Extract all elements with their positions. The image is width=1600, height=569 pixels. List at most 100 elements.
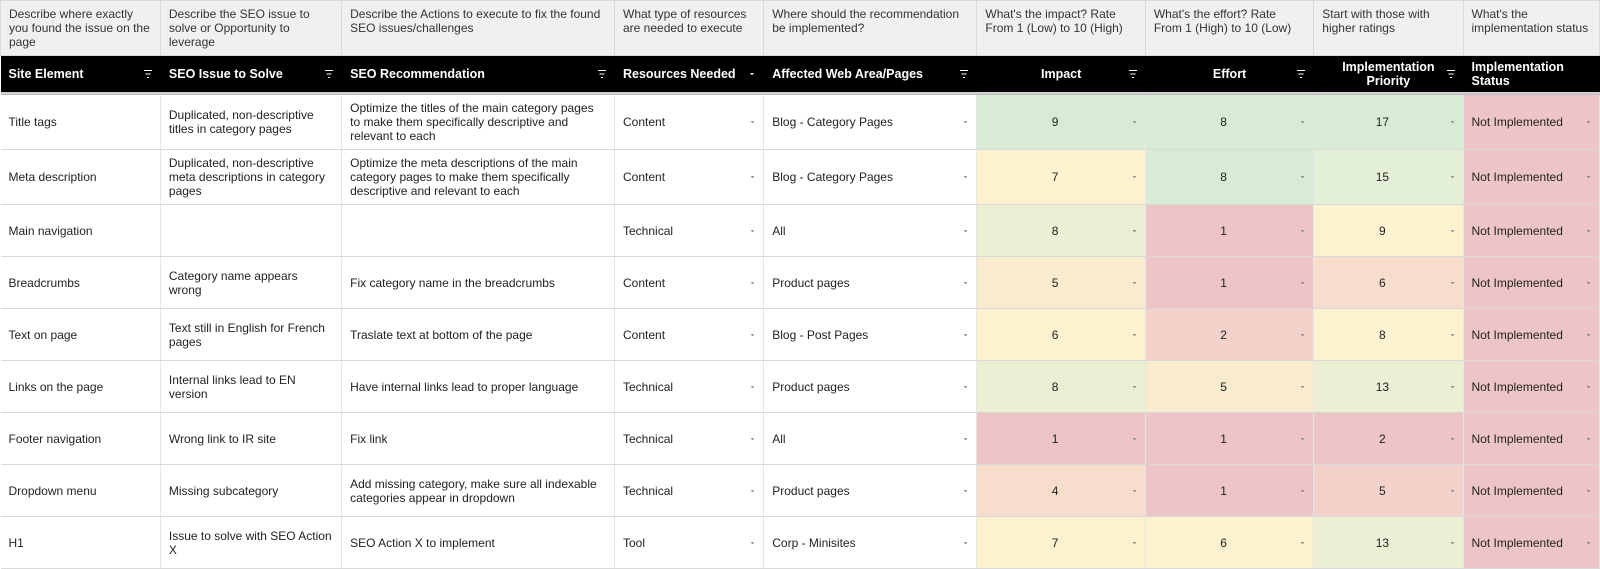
chevron-down-icon[interactable] <box>1584 434 1593 443</box>
chevron-down-icon[interactable] <box>1448 173 1457 182</box>
chevron-down-icon[interactable] <box>1298 382 1307 391</box>
chevron-down-icon[interactable] <box>1448 382 1457 391</box>
cell-impact[interactable]: 1 <box>977 413 1145 465</box>
cell-priority[interactable]: 13 <box>1314 361 1463 413</box>
column-header[interactable]: Resources Needed <box>615 56 764 92</box>
cell-issue[interactable]: Category name appears wrong <box>160 257 341 309</box>
cell-impact[interactable]: 4 <box>977 465 1145 517</box>
cell-area[interactable]: Blog - Post Pages <box>764 309 977 361</box>
cell-site_element[interactable]: Main navigation <box>1 205 161 257</box>
cell-recommendation[interactable]: Optimize the meta descriptions of the ma… <box>342 150 615 205</box>
cell-issue[interactable]: Internal links lead to EN version <box>160 361 341 413</box>
cell-status[interactable]: Not Implemented <box>1463 413 1600 465</box>
cell-site_element[interactable]: Text on page <box>1 309 161 361</box>
cell-site_element[interactable]: Title tags <box>1 95 161 150</box>
cell-issue[interactable]: Missing subcategory <box>160 465 341 517</box>
chevron-down-icon[interactable] <box>961 226 970 235</box>
cell-site_element[interactable]: H1 <box>1 517 161 569</box>
column-header[interactable]: SEO Issue to Solve <box>160 56 341 92</box>
cell-recommendation[interactable]: SEO Action X to implement <box>342 517 615 569</box>
filter-icon[interactable] <box>596 68 608 80</box>
chevron-down-icon[interactable] <box>1298 538 1307 547</box>
cell-resources[interactable]: Content <box>615 257 764 309</box>
cell-priority[interactable]: 2 <box>1314 413 1463 465</box>
cell-area[interactable]: All <box>764 205 977 257</box>
chevron-down-icon[interactable] <box>1130 434 1139 443</box>
chevron-down-icon[interactable] <box>1298 330 1307 339</box>
filter-icon[interactable] <box>1445 68 1457 80</box>
chevron-down-icon[interactable] <box>961 330 970 339</box>
chevron-down-icon[interactable] <box>1584 173 1593 182</box>
cell-priority[interactable]: 9 <box>1314 205 1463 257</box>
cell-area[interactable]: Product pages <box>764 465 977 517</box>
cell-effort[interactable]: 8 <box>1145 95 1313 150</box>
cell-area[interactable]: All <box>764 413 977 465</box>
chevron-down-icon[interactable] <box>1448 434 1457 443</box>
cell-issue[interactable]: Issue to solve with SEO Action X <box>160 517 341 569</box>
filter-icon[interactable] <box>1295 68 1307 80</box>
filter-icon[interactable] <box>142 68 154 80</box>
column-header[interactable]: Site Element <box>1 56 161 92</box>
chevron-down-icon[interactable] <box>1584 486 1593 495</box>
chevron-down-icon[interactable] <box>748 173 757 182</box>
cell-site_element[interactable]: Footer navigation <box>1 413 161 465</box>
chevron-down-icon[interactable] <box>1584 278 1593 287</box>
cell-impact[interactable]: 6 <box>977 309 1145 361</box>
cell-effort[interactable]: 1 <box>1145 205 1313 257</box>
cell-area[interactable]: Blog - Category Pages <box>764 150 977 205</box>
chevron-down-icon[interactable] <box>748 486 757 495</box>
cell-effort[interactable]: 1 <box>1145 465 1313 517</box>
cell-recommendation[interactable]: Fix link <box>342 413 615 465</box>
cell-status[interactable]: Not Implemented <box>1463 205 1600 257</box>
cell-status[interactable]: Not Implemented <box>1463 465 1600 517</box>
chevron-down-icon[interactable] <box>1448 486 1457 495</box>
cell-issue[interactable]: Duplicated, non-descriptive meta descrip… <box>160 150 341 205</box>
chevron-down-icon[interactable] <box>748 538 757 547</box>
cell-recommendation[interactable] <box>342 205 615 257</box>
cell-resources[interactable]: Content <box>615 95 764 150</box>
chevron-down-icon[interactable] <box>961 538 970 547</box>
chevron-down-icon[interactable] <box>1130 173 1139 182</box>
cell-area[interactable]: Product pages <box>764 361 977 413</box>
chevron-down-icon[interactable] <box>1584 118 1593 127</box>
cell-impact[interactable]: 8 <box>977 361 1145 413</box>
cell-recommendation[interactable]: Have internal links lead to proper langu… <box>342 361 615 413</box>
chevron-down-icon[interactable] <box>1130 226 1139 235</box>
cell-priority[interactable]: 8 <box>1314 309 1463 361</box>
chevron-down-icon[interactable] <box>1584 538 1593 547</box>
cell-issue[interactable]: Wrong link to IR site <box>160 413 341 465</box>
cell-resources[interactable]: Technical <box>615 361 764 413</box>
cell-status[interactable]: Not Implemented <box>1463 95 1600 150</box>
chevron-down-icon[interactable] <box>1298 278 1307 287</box>
cell-impact[interactable]: 9 <box>977 95 1145 150</box>
cell-resources[interactable]: Technical <box>615 413 764 465</box>
cell-resources[interactable]: Content <box>615 150 764 205</box>
cell-priority[interactable]: 6 <box>1314 257 1463 309</box>
cell-issue[interactable] <box>160 205 341 257</box>
cell-status[interactable]: Not Implemented <box>1463 309 1600 361</box>
chevron-down-icon[interactable] <box>1448 278 1457 287</box>
cell-site_element[interactable]: Meta description <box>1 150 161 205</box>
cell-issue[interactable]: Text still in English for French pages <box>160 309 341 361</box>
chevron-down-icon[interactable] <box>1448 538 1457 547</box>
cell-recommendation[interactable]: Traslate text at bottom of the page <box>342 309 615 361</box>
cell-effort[interactable]: 2 <box>1145 309 1313 361</box>
cell-resources[interactable]: Technical <box>615 465 764 517</box>
cell-recommendation[interactable]: Add missing category, make sure all inde… <box>342 465 615 517</box>
cell-priority[interactable]: 15 <box>1314 150 1463 205</box>
chevron-down-icon[interactable] <box>1298 486 1307 495</box>
chevron-down-icon[interactable] <box>1584 226 1593 235</box>
cell-resources[interactable]: Content <box>615 309 764 361</box>
chevron-down-icon[interactable] <box>748 330 757 339</box>
cell-resources[interactable]: Tool <box>615 517 764 569</box>
cell-priority[interactable]: 5 <box>1314 465 1463 517</box>
chevron-down-icon[interactable] <box>1130 382 1139 391</box>
cell-priority[interactable]: 13 <box>1314 517 1463 569</box>
chevron-down-icon[interactable] <box>748 226 757 235</box>
cell-recommendation[interactable]: Optimize the titles of the main category… <box>342 95 615 150</box>
chevron-down-icon[interactable] <box>961 173 970 182</box>
chevron-down-icon[interactable] <box>1298 173 1307 182</box>
cell-status[interactable]: Not Implemented <box>1463 517 1600 569</box>
chevron-down-icon[interactable] <box>748 118 757 127</box>
chevron-down-icon[interactable] <box>961 486 970 495</box>
